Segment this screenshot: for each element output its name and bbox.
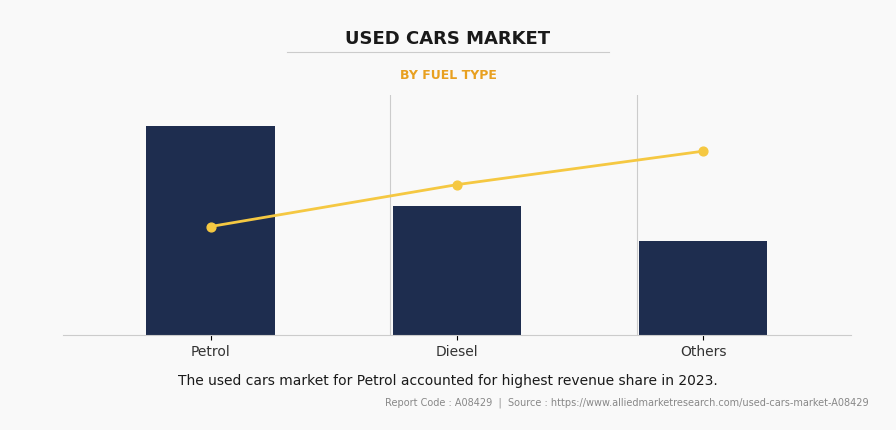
- Text: The used cars market for Petrol accounted for highest revenue share in 2023.: The used cars market for Petrol accounte…: [178, 374, 718, 388]
- Point: [450, 181, 464, 188]
- Text: USED CARS MARKET: USED CARS MARKET: [346, 30, 550, 48]
- Point: [696, 147, 711, 154]
- Bar: [392, 206, 521, 335]
- Text: BY FUEL TYPE: BY FUEL TYPE: [400, 69, 496, 82]
- Text: Report Code : A08429  |  Source : https://www.alliedmarketresearch.com/used-cars: Report Code : A08429 | Source : https://…: [385, 398, 869, 408]
- Point: [203, 223, 218, 230]
- Bar: [640, 241, 767, 335]
- Bar: [146, 126, 274, 335]
